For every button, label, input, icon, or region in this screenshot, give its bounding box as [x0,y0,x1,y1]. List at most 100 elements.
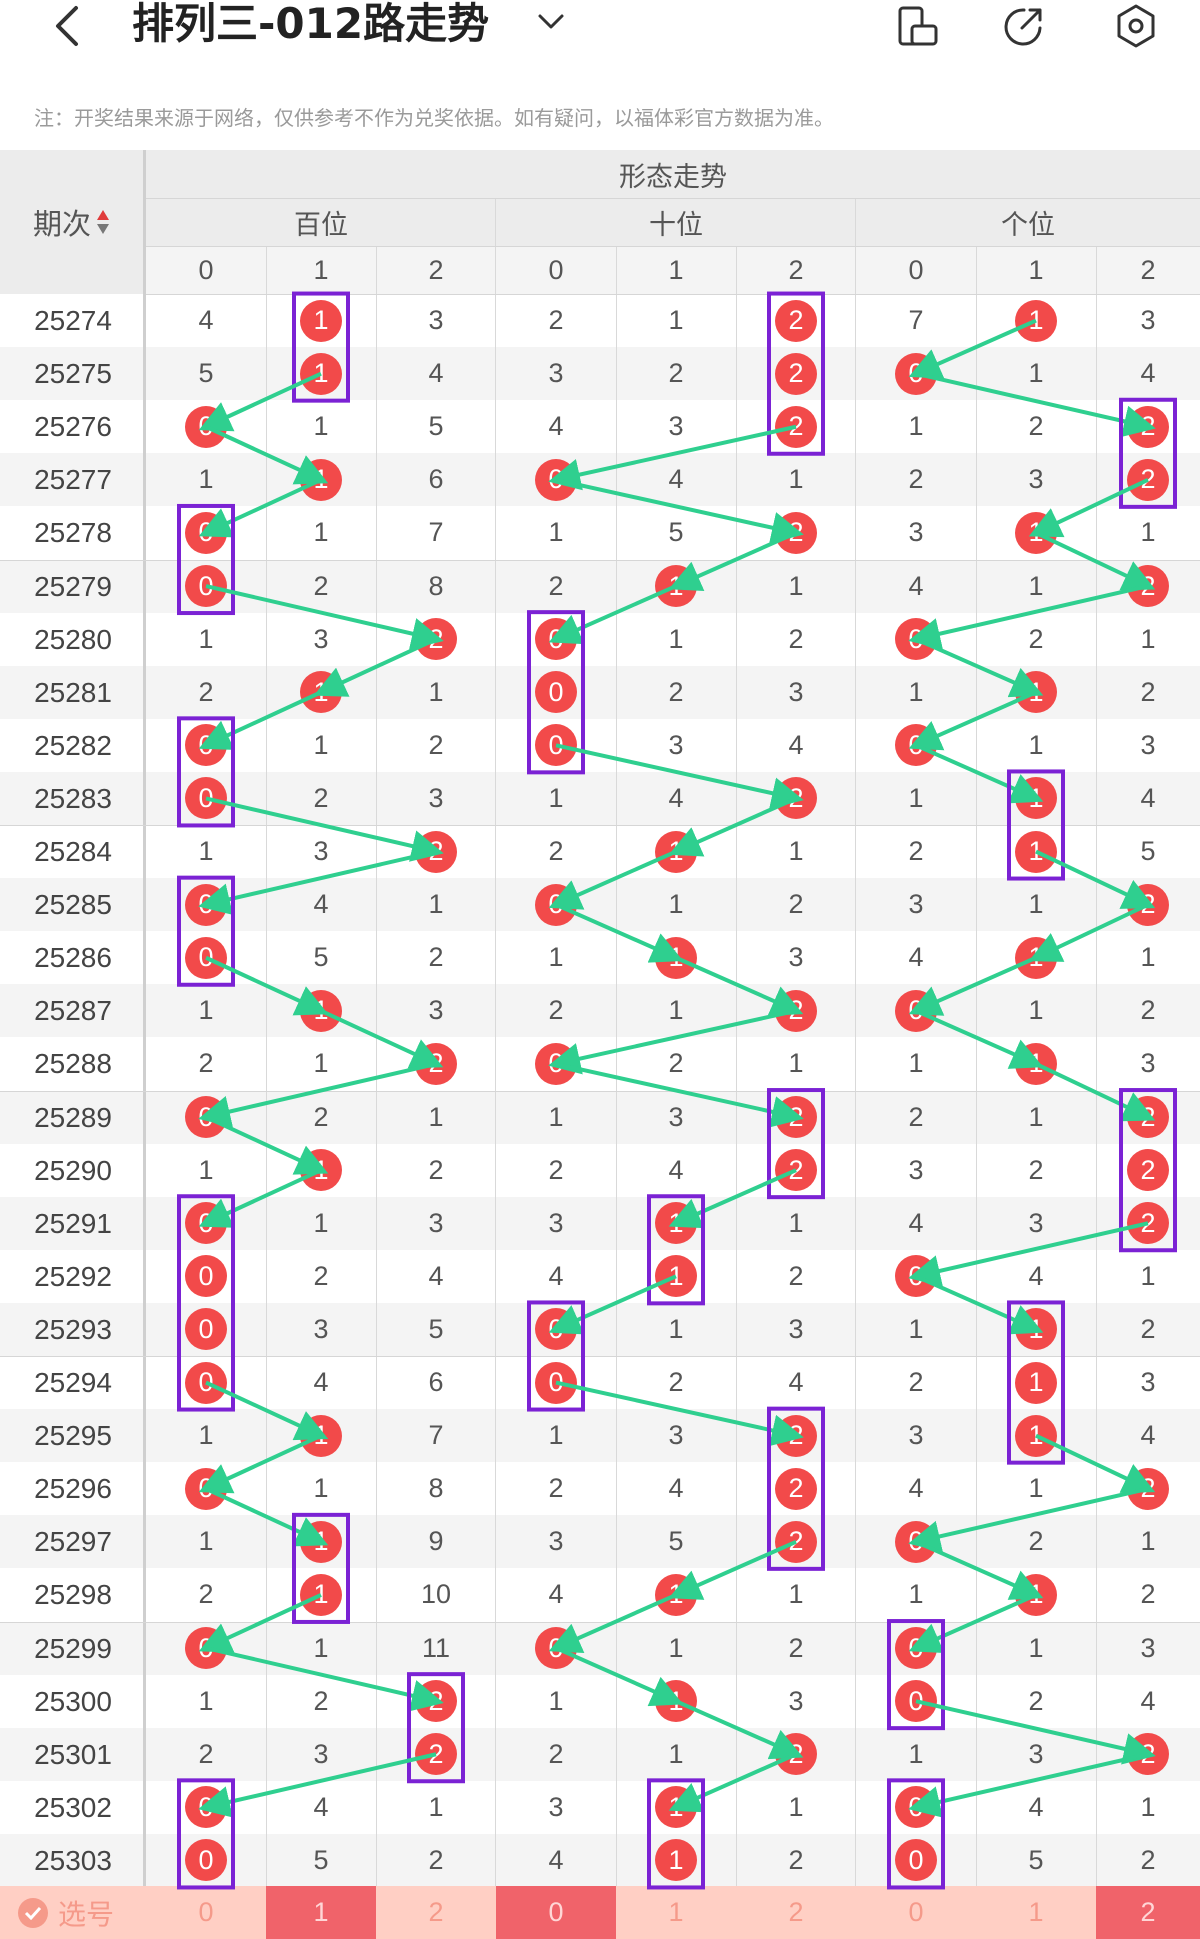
pick-cell[interactable]: 0 [496,1886,616,1939]
miss-count-cell: 3 [668,729,684,760]
pick-label: 选号 [58,1897,115,1931]
miss-count-cell: 1 [1028,358,1044,389]
hit-cell: 0 [496,1303,616,1356]
screen-rotate-icon[interactable] [894,2,942,50]
hit-cell: 1 [616,1675,736,1728]
hit-ball: 0 [895,1627,937,1669]
miss-count-cell: 4 [668,782,684,813]
miss-count-cell: 3 [908,1154,924,1185]
hit-cell: 2 [376,1675,496,1728]
miss-count-cell: 4 [668,1154,684,1185]
period-header[interactable]: 期次 [0,150,144,294]
hit-ball: 2 [775,1414,817,1457]
hit-ball: 1 [300,1573,342,1616]
miss-count-cell: 1 [788,836,804,866]
hit-cell: 2 [376,1037,496,1090]
pick-cell[interactable]: 2 [1096,1886,1200,1939]
miss-count-cell: 3 [1028,464,1044,495]
period-cell: 25280 [34,623,112,655]
hit-ball: 1 [1015,1042,1057,1085]
miss-count-cell: 3 [313,1313,329,1344]
hit-ball: 2 [775,405,817,448]
miss-count-cell: 2 [428,1844,444,1875]
miss-count-cell: 2 [548,570,564,601]
miss-count-cell: 7 [428,517,444,548]
miss-count-cell: 3 [788,1313,804,1344]
period-cell: 25281 [34,676,112,708]
miss-count-cell: 3 [908,517,924,548]
period-cell: 25277 [34,464,112,496]
miss-count-cell: 1 [908,1313,924,1344]
miss-count-cell: 3 [668,1420,684,1451]
miss-count-cell: 6 [428,1367,444,1397]
miss-count-cell: 1 [908,676,924,707]
miss-count-cell: 2 [668,1048,684,1079]
miss-count-cell: 3 [1028,1207,1044,1238]
back-icon[interactable] [48,4,88,48]
hit-ball: 0 [895,352,937,395]
hit-ball: 0 [185,565,227,607]
table-row: 25293 0 3 5 0 1 3 1 1 2 [0,1302,1200,1356]
chevron-down-icon[interactable] [536,10,566,34]
grid-divider [855,198,856,1887]
hit-cell: 0 [496,453,616,506]
hit-cell: 1 [266,347,376,400]
pick-cell[interactable]: 2 [788,1897,804,1927]
settings-icon[interactable] [1112,2,1160,50]
share-icon[interactable] [1000,2,1048,50]
hit-cell: 0 [146,506,266,559]
miss-count-cell: 1 [668,623,684,654]
miss-count-cell: 4 [1140,1685,1156,1716]
miss-count-cell: 1 [313,729,329,760]
pick-cell[interactable]: 2 [428,1897,444,1927]
miss-count-cell: 2 [1140,995,1156,1026]
miss-count-cell: 4 [548,411,564,442]
table-row: 25303 0 5 2 4 1 2 0 5 2 [0,1833,1200,1887]
page-title[interactable]: 排列三-012路走势 [132,0,490,48]
hit-cell: 2 [736,294,856,347]
hit-cell: 1 [266,1409,376,1462]
hit-ball: 0 [185,936,227,979]
miss-count-cell: 1 [428,676,444,707]
miss-count-cell: 1 [1140,1260,1156,1291]
period-cell: 25283 [34,782,112,814]
pick-cell[interactable]: 1 [668,1897,684,1927]
disclaimer-note: 注：开奖结果来源于网络，仅供参考不作为兑奖依据。如有疑问，以福体彩官方数据为准。 [34,106,834,130]
miss-count-cell: 1 [908,1048,924,1079]
hit-cell: 2 [736,506,856,559]
hit-ball: 1 [300,671,342,714]
hit-cell: 2 [1096,400,1200,453]
hit-ball: 2 [1127,1149,1169,1192]
miss-count-cell: 3 [313,1738,329,1769]
hit-cell: 1 [976,1303,1096,1356]
hit-ball: 1 [300,1414,342,1457]
pick-cell[interactable]: 0 [908,1897,924,1927]
hit-ball: 2 [1127,1733,1169,1776]
hit-cell: 2 [1096,1728,1200,1781]
miss-count-cell: 1 [198,1420,214,1451]
pick-button[interactable]: 选号 [18,1886,114,1939]
hit-cell: 1 [976,825,1096,878]
miss-count-cell: 4 [548,1260,564,1291]
table-row: 25287 1 1 3 2 1 2 0 1 2 [0,984,1200,1038]
pick-cell[interactable]: 1 [1028,1897,1044,1927]
hit-cell: 0 [146,1091,266,1144]
top-bar: 排列三-012路走势 [0,0,1200,60]
miss-count-cell: 2 [548,995,564,1026]
hit-ball: 1 [655,1839,697,1882]
hit-cell: 1 [976,666,1096,719]
table-row: 25294 0 4 6 0 2 4 2 1 3 [0,1356,1200,1409]
pick-cell[interactable]: 1 [266,1886,376,1939]
table-row: 25286 0 5 2 1 1 3 4 1 1 [0,931,1200,984]
miss-count-cell: 2 [788,1844,804,1875]
hit-ball: 2 [775,1096,817,1138]
grid-divider [0,1621,1200,1623]
miss-count-cell: 1 [668,995,684,1026]
miss-count-cell: 2 [313,1101,329,1132]
hit-ball: 1 [1015,830,1057,873]
pick-cell[interactable]: 0 [198,1897,214,1927]
hit-cell: 0 [856,1515,976,1568]
miss-count-cell: 3 [548,1207,564,1238]
hit-cell: 2 [376,825,496,878]
grid-divider [495,198,496,1887]
